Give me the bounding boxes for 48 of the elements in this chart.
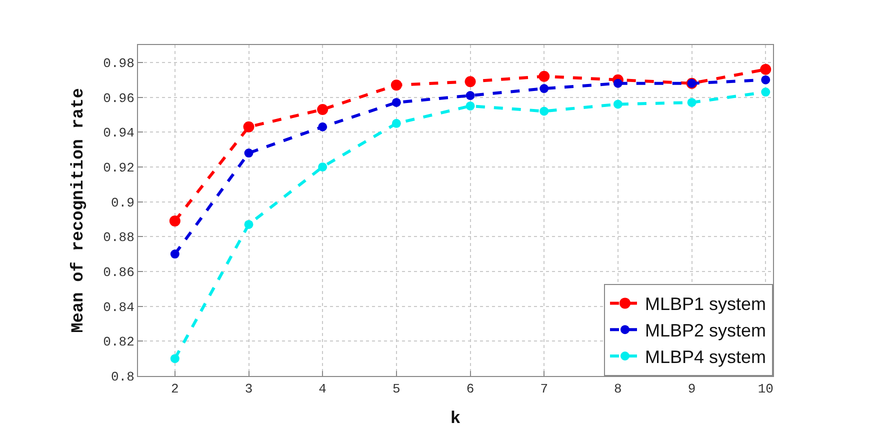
point bbox=[540, 106, 549, 116]
y-tick-label: 0.9 bbox=[110, 195, 134, 210]
y-tick-label: 0.86 bbox=[103, 265, 134, 280]
x-tick-label: 2 bbox=[171, 382, 179, 397]
point bbox=[761, 88, 770, 97]
point bbox=[760, 64, 772, 75]
x-tick-label: 9 bbox=[688, 382, 696, 397]
y-axis-title: Mean of recognition rate bbox=[70, 88, 89, 333]
point bbox=[538, 70, 550, 82]
legend-label: MLBP2 system bbox=[645, 320, 766, 341]
x-tick-label: 7 bbox=[540, 382, 548, 397]
x-tick-label: 10 bbox=[758, 382, 774, 397]
point bbox=[317, 104, 328, 115]
point bbox=[169, 215, 180, 226]
point bbox=[318, 162, 328, 172]
point bbox=[392, 98, 401, 107]
x-tick-label: 5 bbox=[392, 382, 400, 397]
y-tick-label: 0.98 bbox=[103, 56, 134, 71]
point bbox=[613, 78, 622, 88]
point bbox=[613, 100, 622, 109]
point bbox=[244, 148, 254, 158]
point bbox=[170, 250, 180, 259]
point bbox=[540, 84, 549, 94]
x-tick-label: 8 bbox=[614, 382, 622, 397]
x-tick-label: 6 bbox=[466, 382, 474, 397]
point bbox=[687, 98, 696, 107]
point bbox=[466, 91, 475, 100]
point bbox=[170, 354, 180, 364]
point bbox=[466, 101, 475, 110]
y-tick-label: 0.92 bbox=[103, 160, 134, 176]
point bbox=[243, 121, 254, 132]
point bbox=[390, 80, 402, 91]
y-tick-label: 0.88 bbox=[103, 230, 134, 246]
x-axis-title: k bbox=[450, 410, 461, 429]
y-tick-label: 0.82 bbox=[103, 334, 134, 350]
point bbox=[761, 75, 770, 84]
y-tick-label: 0.94 bbox=[103, 126, 135, 141]
point bbox=[318, 122, 328, 132]
y-tick-label: 0.96 bbox=[103, 90, 134, 106]
point bbox=[464, 76, 476, 88]
point bbox=[392, 118, 401, 128]
y-tick-label: 0.84 bbox=[103, 300, 135, 315]
x-tick-label: 4 bbox=[318, 382, 327, 397]
point bbox=[244, 220, 254, 229]
y-tick-label: 0.8 bbox=[110, 370, 134, 385]
legend-label: MLBP1 system bbox=[645, 294, 766, 314]
legend-label: MLBP4 system bbox=[645, 347, 766, 368]
x-tick-label: 3 bbox=[244, 382, 253, 397]
